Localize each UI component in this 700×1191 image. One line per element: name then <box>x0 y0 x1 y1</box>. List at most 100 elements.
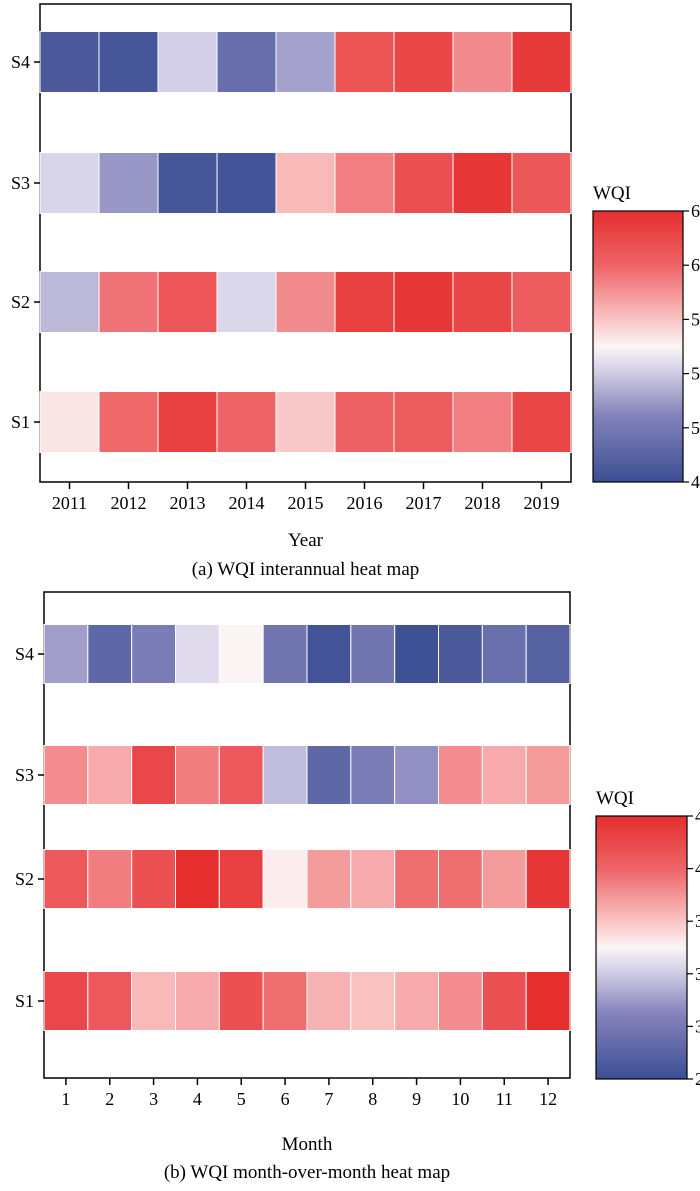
heat-cell-s4-5 <box>218 624 264 684</box>
heat-cell-s1-6 <box>262 971 308 1031</box>
x-tick-label: 2016 <box>347 493 383 513</box>
heat-cell-s1-2014 <box>216 391 277 453</box>
heat-cell-s1-2018 <box>452 391 513 453</box>
heat-cell-s3-2016 <box>334 152 395 214</box>
x-tick-label: 2012 <box>111 493 147 513</box>
heat-cell-s3-3 <box>131 745 176 805</box>
heat-cell-s3-6 <box>262 745 308 805</box>
heat-cell-s2-2017 <box>393 271 454 333</box>
x-tick-label: 11 <box>496 1089 513 1109</box>
heat-cell-s4-2018 <box>452 31 513 93</box>
colorbar-tick-label: 63.20 <box>691 255 700 275</box>
heat-cell-s4-2019 <box>511 31 572 93</box>
heat-cell-s2-6 <box>262 849 308 909</box>
heat-cell-s4-2015 <box>275 31 336 93</box>
colorbar-tick-label: 40.82 <box>695 859 700 879</box>
x-tick-label: 6 <box>281 1089 290 1109</box>
heat-cell-s1-12 <box>525 971 571 1031</box>
heat-cell-s4-10 <box>438 624 483 684</box>
heat-cell-s3-2011 <box>39 152 100 214</box>
x-axis-title: Year <box>288 530 324 551</box>
heat-cell-s1-5 <box>218 971 264 1031</box>
heat-cell-s4-2017 <box>393 31 454 93</box>
plot-frame <box>43 591 571 1079</box>
heat-cell-s2-2 <box>87 849 133 909</box>
heat-cell-s3-5 <box>218 745 264 805</box>
heat-cell-s4-2 <box>87 624 133 684</box>
heat-cell-s4-12 <box>525 624 571 684</box>
heat-cell-s1-3 <box>131 971 176 1031</box>
colorbar <box>592 210 684 483</box>
y-tick-label: S1 <box>15 991 34 1011</box>
heat-cell-s2-11 <box>481 849 527 909</box>
heat-cell-s1-2012 <box>98 391 159 453</box>
heat-cell-s3-2015 <box>275 152 336 214</box>
x-axis-title: Month <box>282 1134 333 1155</box>
heat-cell-s2-1 <box>43 849 89 909</box>
heat-cell-s3-2 <box>87 745 133 805</box>
heat-cell-s1-2015 <box>275 391 336 453</box>
heatmap-panel-a: S4 S3 S2 S1 2011 2012 2013 2014 2015 2016 2017 2018… <box>11 3 700 580</box>
colorbar-tick-label: 50.60 <box>691 418 700 438</box>
panel-caption: (a) WQI interannual heat map <box>192 559 420 580</box>
heat-cell-s2-5 <box>218 849 264 909</box>
heat-cell-s2-8 <box>350 849 396 909</box>
heat-cell-s3-2014 <box>216 152 277 214</box>
x-tick-label: 8 <box>368 1089 377 1109</box>
heat-cell-s1-2 <box>87 971 133 1031</box>
heat-cell-s1-2013 <box>157 391 218 453</box>
x-tick-label: 2 <box>105 1089 114 1109</box>
x-tick-label: 2013 <box>170 493 206 513</box>
heat-cell-s2-2012 <box>98 271 159 333</box>
panel-caption: (b) WQI month-over-month heat map <box>164 1162 450 1183</box>
heat-cell-s1-11 <box>481 971 527 1031</box>
heat-cell-s2-9 <box>394 849 440 909</box>
heat-cell-s2-12 <box>525 849 571 909</box>
colorbar-tick-label: 31.28 <box>695 1016 700 1036</box>
heat-cell-s2-10 <box>438 849 483 909</box>
heat-cell-s2-2016 <box>334 271 395 333</box>
heat-cell-s3-8 <box>350 745 396 805</box>
colorbar-tick-label: 67.40 <box>691 201 700 221</box>
colorbar-tick-label: 46.40 <box>691 472 700 492</box>
y-tick-label: S3 <box>15 765 34 785</box>
x-tick-label: 2015 <box>288 493 324 513</box>
x-tick-label: 9 <box>412 1089 421 1109</box>
heat-cell-s1-2016 <box>334 391 395 453</box>
heat-cell-s1-2019 <box>511 391 572 453</box>
heat-cell-s2-2018 <box>452 271 513 333</box>
heat-cell-s1-4 <box>175 971 220 1031</box>
heat-cell-s3-2017 <box>393 152 454 214</box>
colorbar-title: WQI <box>596 788 634 809</box>
heat-cell-s3-11 <box>481 745 527 805</box>
heat-cell-s4-11 <box>481 624 527 684</box>
heat-cell-s3-2019 <box>511 152 572 214</box>
heat-cell-s4-6 <box>262 624 308 684</box>
heat-cell-s4-2016 <box>334 31 395 93</box>
heat-cell-s4-2011 <box>39 31 100 93</box>
y-tick-label: S2 <box>15 869 34 889</box>
heat-cell-s2-7 <box>306 849 352 909</box>
colorbar-tick-label: 44.00 <box>695 806 700 826</box>
heat-cell-s1-2011 <box>39 391 100 453</box>
heat-cell-s3-4 <box>175 745 220 805</box>
x-tick-label: 10 <box>451 1089 469 1109</box>
y-tick-label: S4 <box>11 52 30 72</box>
heat-cell-s4-8 <box>350 624 396 684</box>
heat-cell-s1-7 <box>306 971 352 1031</box>
colorbar-tick-label: 34.46 <box>695 964 700 984</box>
heat-cell-s4-2014 <box>216 31 277 93</box>
heat-cell-s4-2012 <box>98 31 159 93</box>
heat-cell-s2-2011 <box>39 271 100 333</box>
x-tick-label: 2014 <box>229 493 265 513</box>
heat-cell-s1-10 <box>438 971 483 1031</box>
heat-cell-s3-1 <box>43 745 89 805</box>
y-tick-label: S4 <box>15 644 34 664</box>
y-tick-label: S3 <box>11 173 30 193</box>
y-tick-label: S2 <box>11 292 30 312</box>
x-tick-label: 3 <box>149 1089 158 1109</box>
colorbar-title: WQI <box>593 183 631 204</box>
heat-cell-s2-3 <box>131 849 176 909</box>
